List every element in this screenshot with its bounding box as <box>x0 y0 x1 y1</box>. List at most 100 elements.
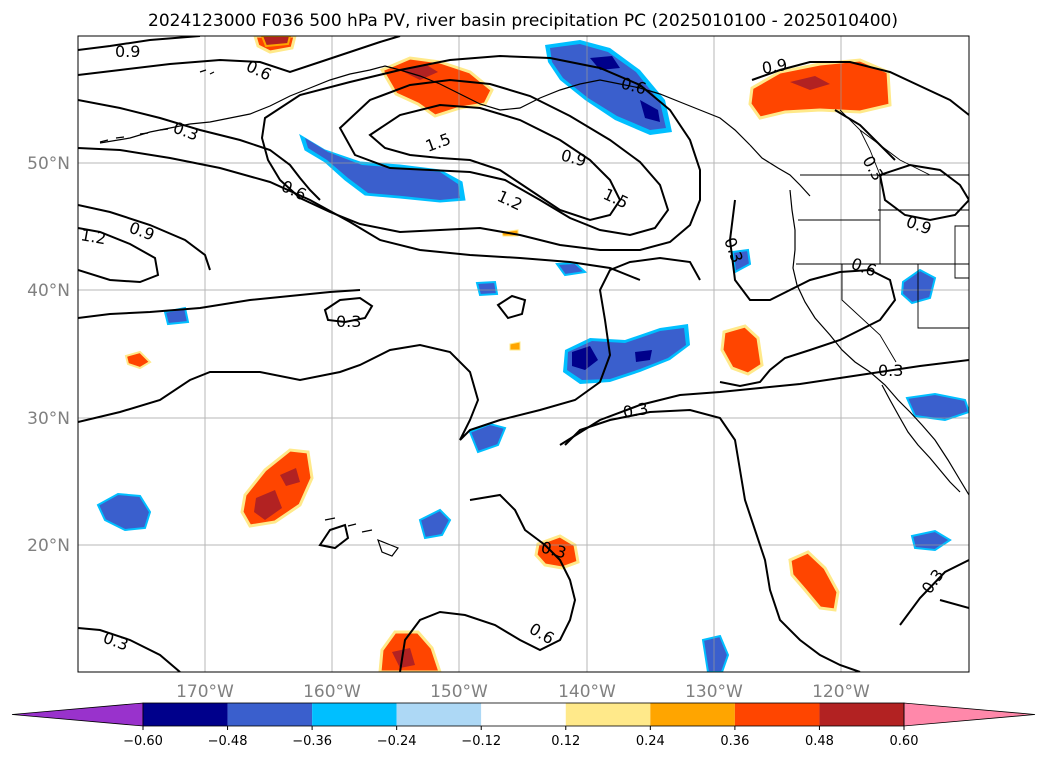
latitude-labels: 50°N 40°N 30°N 20°N <box>27 154 70 556</box>
pv-contour-0.6-north <box>78 36 401 76</box>
state-lines <box>796 175 969 363</box>
pv-contour-0.3-west <box>78 99 321 201</box>
colorbar-segment <box>481 703 566 726</box>
pv-contour-0.3-west-band <box>78 289 361 319</box>
colorbar-extend-low <box>11 702 144 727</box>
pv-contour-1.2-west <box>78 227 160 284</box>
pv-contour-1.2-center <box>338 78 670 237</box>
pos-anomaly-south-central-strong <box>392 648 415 668</box>
neg-anomaly-subtropical-east-pacific-strong <box>572 346 652 370</box>
bc-coast <box>749 144 811 197</box>
pv-contour-0.3-southeast-2 <box>939 599 969 609</box>
pos-anomaly-west-subtropical-strong <box>254 468 300 520</box>
neg-anomaly-west-pacific <box>96 492 152 532</box>
hawaii-islands <box>324 517 399 557</box>
colorbar-tick-label: −0.60 <box>123 734 163 749</box>
contour-label: 1.2 <box>79 225 107 248</box>
contour-label: 0.3 <box>621 399 649 422</box>
contour-label: 0.9 <box>760 55 788 78</box>
map-frame <box>77 35 970 673</box>
colorbar-segment <box>734 703 820 726</box>
colorbar-tick-label: −0.24 <box>377 734 417 749</box>
map-title: 2024123000 F036 500 hPa PV, river basin … <box>148 11 898 31</box>
colorbar-segment <box>227 703 313 726</box>
colorbar-segment <box>819 703 904 726</box>
colorbar-tick-label: 0.36 <box>720 734 749 749</box>
pos-anomaly-tropical-central <box>534 534 580 570</box>
pv-contour-0.9-west <box>78 204 211 271</box>
lat-label: 20°N <box>27 536 70 556</box>
pos-anomaly-canada-west <box>748 58 892 120</box>
colorbar-extend-high <box>903 702 1036 727</box>
pv-contour-0.3-canada <box>834 109 896 161</box>
contour-label: 0.3 <box>878 361 903 380</box>
pv-contour-0.3-southern <box>564 408 861 672</box>
coastlines <box>99 65 969 557</box>
lat-label: 50°N <box>27 154 70 174</box>
neg-anomaly-great-basin <box>900 268 937 305</box>
lat-label: 30°N <box>27 409 70 429</box>
colorbar-tick-label: −0.12 <box>461 734 501 749</box>
pv-contour-0.3-southeast <box>899 559 969 626</box>
map-area: 0.9 0.6 0.3 1.5 0.9 1.2 1.5 0.6 1.2 0.9 … <box>78 36 969 672</box>
pos-anomaly-california-offshore <box>720 324 764 376</box>
colorbar-segment <box>650 703 735 726</box>
pv-contour-0.9-north <box>78 36 201 51</box>
pos-anomaly-west-small <box>124 350 152 370</box>
pv-contour-0.3-southwest <box>78 627 181 672</box>
longitude-labels: 170°W 160°W 150°W 140°W 130°W 120°W <box>176 682 870 702</box>
pv-contour-0.3-south <box>559 359 969 446</box>
pos-anomaly-canada-west-strong <box>790 76 830 90</box>
colorbar-tick-label: 0.24 <box>636 734 665 749</box>
colorbar-tick-label: −0.48 <box>208 734 248 749</box>
contour-label: 0.3 <box>336 312 361 331</box>
pos-anomaly-north-central <box>260 36 292 48</box>
neg-anomaly-small-3 <box>555 261 588 277</box>
graticule <box>78 36 969 672</box>
neg-anomaly-hawaii-east <box>418 508 452 540</box>
lat-label: 40°N <box>27 281 70 301</box>
lon-label: 120°W <box>812 682 870 702</box>
colorbar: −0.60 −0.48 −0.36 −0.24 −0.12 0.12 0.24 0.36 0.4… <box>11 702 1036 749</box>
pv-contour-0.6-southern <box>399 493 577 672</box>
neg-anomaly-se-alaska-strong <box>590 56 660 122</box>
pv-contour-0.6-center <box>78 147 641 281</box>
neg-anomaly-small-2 <box>475 280 499 297</box>
colorbar-segment <box>396 703 482 726</box>
pv-contour-0.6-east <box>719 199 897 388</box>
lon-label: 140°W <box>558 682 616 702</box>
pv-contour-0.9-ne <box>751 61 969 116</box>
pos-anomaly-tropical-east <box>788 550 840 612</box>
alaska-coast <box>99 65 751 146</box>
pv-contour-0.3-big <box>78 256 701 441</box>
lon-label: 130°W <box>685 682 743 702</box>
lon-label: 160°W <box>303 682 361 702</box>
pv-contour-0.6-south-loop <box>318 523 350 550</box>
lon-label: 150°W <box>430 682 488 702</box>
colorbar-tick-label: 0.48 <box>805 734 834 749</box>
pv-contour-0.3-small-ring <box>496 294 527 320</box>
neg-anomaly-small-4 <box>731 248 752 274</box>
lon-label: 170°W <box>176 682 234 702</box>
pv-contour-0.9-ne-ring <box>878 163 969 222</box>
pv-contour-1.5-center <box>368 103 622 222</box>
aleutian-islands <box>99 69 215 143</box>
colorbar-segment <box>312 703 397 726</box>
colorbar-outline <box>142 702 905 727</box>
pv-contour-0.9-center <box>260 54 701 251</box>
colorbar-tick-label: 0.60 <box>890 734 919 749</box>
neg-anomaly-baja-coast <box>905 392 969 422</box>
neg-anomaly-gulf-of-alaska-core <box>305 138 460 200</box>
neg-anomaly-se-alaska-core <box>550 44 666 130</box>
neg-anomaly-tropical-east <box>701 634 730 672</box>
baja-peninsula <box>881 384 961 493</box>
colorbar-tick-label: −0.36 <box>292 734 332 749</box>
colorbar-tick-label: 0.12 <box>551 734 580 749</box>
pos-anomaly-tiny-2 <box>509 341 521 351</box>
pv-contours <box>78 36 969 672</box>
colorbar-segment <box>565 703 651 726</box>
pv-contour-0.3-small-loop <box>323 296 374 324</box>
contour-label: 0.9 <box>115 42 140 61</box>
